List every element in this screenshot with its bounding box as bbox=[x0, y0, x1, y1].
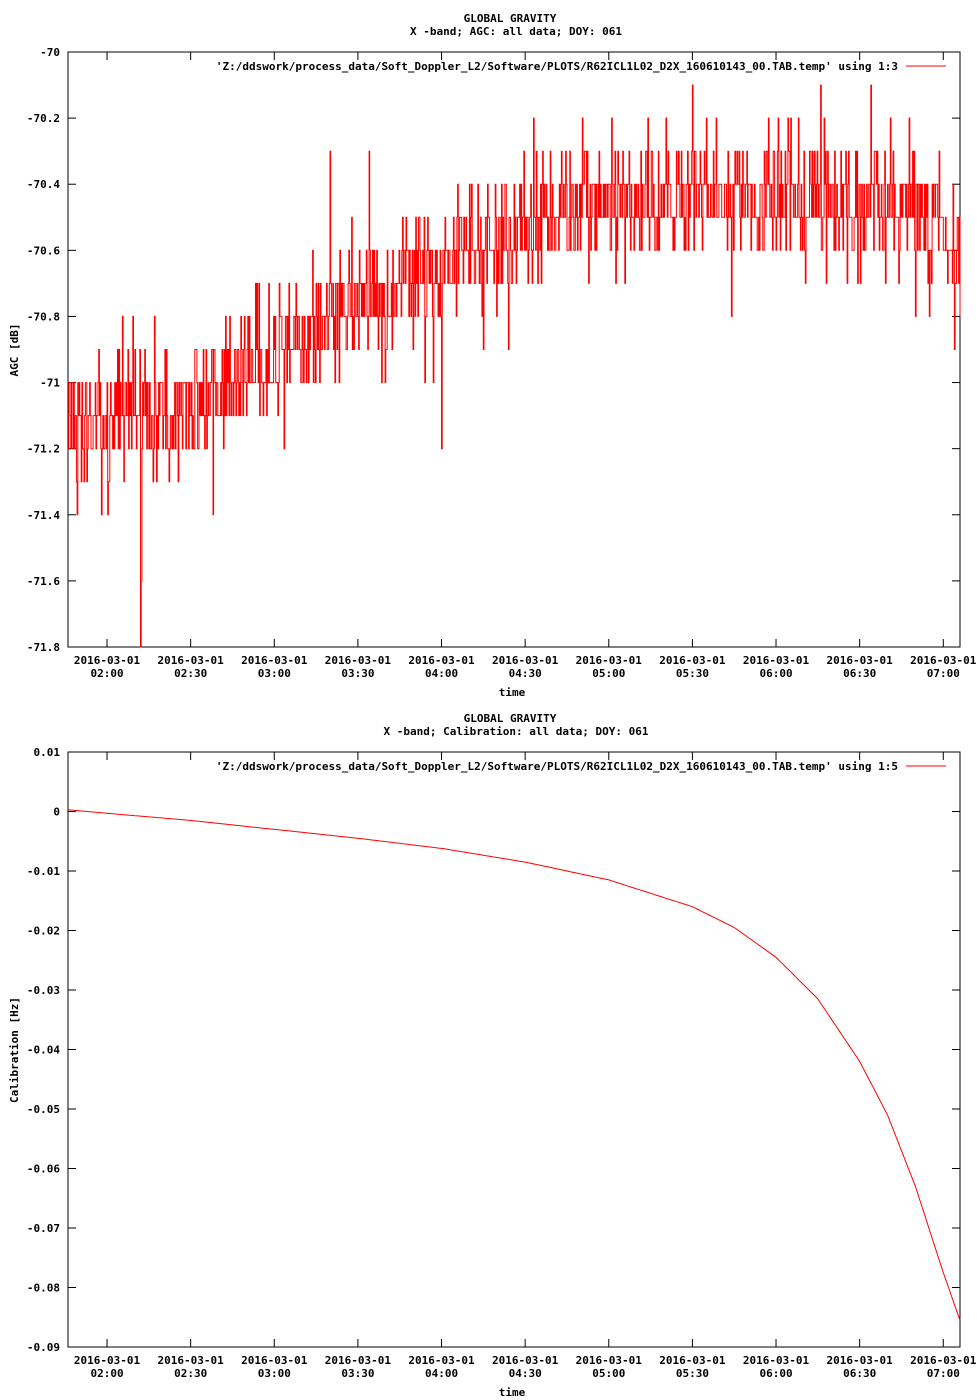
x-tick-time-label: 04:30 bbox=[509, 1367, 542, 1380]
x-tick-date-label: 2016-03-01 bbox=[827, 654, 894, 667]
x-tick-time-label: 06:30 bbox=[843, 1367, 876, 1380]
x-tick-date-label: 2016-03-01 bbox=[659, 1354, 726, 1367]
x-tick-time-label: 03:00 bbox=[258, 667, 291, 680]
agc-chart: GLOBAL GRAVITY X -band; AGC: all data; D… bbox=[8, 12, 977, 699]
calibration-chart: GLOBAL GRAVITY X -band; Calibration: all… bbox=[8, 712, 977, 1399]
x-tick-time-label: 04:00 bbox=[425, 667, 458, 680]
x-tick-date-label: 2016-03-01 bbox=[492, 1354, 559, 1367]
y-tick-label: -0.05 bbox=[27, 1103, 60, 1116]
x-tick-date-label: 2016-03-01 bbox=[576, 654, 643, 667]
y-tick-label: -70 bbox=[40, 46, 60, 59]
y-tick-label: -0.09 bbox=[27, 1341, 60, 1354]
x-tick-time-label: 05:00 bbox=[592, 667, 625, 680]
x-tick-time-label: 03:30 bbox=[341, 1367, 374, 1380]
x-tick-time-label: 03:00 bbox=[258, 1367, 291, 1380]
x-axis-ticks: 2016-03-0102:002016-03-0102:302016-03-01… bbox=[74, 752, 977, 1380]
x-tick-date-label: 2016-03-01 bbox=[74, 1354, 141, 1367]
legend-label: 'Z:/ddswork/process_data/Soft_Doppler_L2… bbox=[216, 60, 898, 73]
plot-frame bbox=[67, 51, 961, 648]
x-tick-time-label: 03:30 bbox=[341, 667, 374, 680]
x-tick-time-label: 02:30 bbox=[174, 1367, 207, 1380]
y-tick-label: -0.08 bbox=[27, 1282, 60, 1295]
x-tick-time-label: 07:00 bbox=[927, 667, 960, 680]
chart-subtitle: X -band; Calibration: all data; DOY: 061 bbox=[384, 725, 649, 738]
x-tick-date-label: 2016-03-01 bbox=[158, 654, 225, 667]
y-tick-label: -0.02 bbox=[27, 925, 60, 938]
x-tick-date-label: 2016-03-01 bbox=[158, 1354, 225, 1367]
y-tick-label: -0.01 bbox=[27, 865, 60, 878]
y-tick-label: -71 bbox=[40, 377, 60, 390]
y-axis-ticks: 0.01 0 -0.01 -0.02 -0.03 -0.04 -0.05 -0.06 -0.07… bbox=[27, 746, 960, 1354]
x-axis-label: time bbox=[499, 686, 526, 699]
y-tick-label: -0.03 bbox=[27, 984, 60, 997]
x-tick-time-label: 04:00 bbox=[425, 1367, 458, 1380]
y-tick-label: -71.8 bbox=[27, 641, 60, 654]
x-tick-date-label: 2016-03-01 bbox=[492, 654, 559, 667]
x-tick-date-label: 2016-03-01 bbox=[910, 1354, 977, 1367]
y-tick-label: -70.6 bbox=[27, 244, 60, 257]
y-axis-label: AGC [dB] bbox=[8, 324, 21, 377]
x-tick-time-label: 05:00 bbox=[592, 1367, 625, 1380]
x-tick-time-label: 04:30 bbox=[509, 667, 542, 680]
x-tick-date-label: 2016-03-01 bbox=[74, 654, 141, 667]
y-tick-label: -0.07 bbox=[27, 1222, 60, 1235]
x-tick-date-label: 2016-03-01 bbox=[743, 654, 810, 667]
x-tick-time-label: 05:30 bbox=[676, 1367, 709, 1380]
x-tick-time-label: 07:00 bbox=[927, 1367, 960, 1380]
x-tick-time-label: 06:30 bbox=[843, 667, 876, 680]
chart-title: GLOBAL GRAVITY bbox=[464, 12, 557, 25]
calibration-series-line bbox=[67, 809, 961, 1321]
x-tick-time-label: 05:30 bbox=[676, 667, 709, 680]
x-tick-date-label: 2016-03-01 bbox=[827, 1354, 894, 1367]
x-tick-date-label: 2016-03-01 bbox=[743, 1354, 810, 1367]
y-tick-label: -70.8 bbox=[27, 310, 60, 323]
x-tick-time-label: 06:00 bbox=[759, 1367, 792, 1380]
y-tick-label: -71.4 bbox=[27, 509, 60, 522]
agc-series-line bbox=[68, 84, 961, 648]
x-axis-label: time bbox=[499, 1386, 526, 1399]
plot-frame bbox=[67, 751, 961, 1348]
x-tick-time-label: 02:00 bbox=[90, 1367, 123, 1380]
y-tick-label: 0 bbox=[53, 806, 60, 819]
x-tick-date-label: 2016-03-01 bbox=[659, 654, 726, 667]
y-tick-label: -70.4 bbox=[27, 178, 60, 191]
y-tick-label: 0.01 bbox=[34, 746, 61, 759]
chart-title: GLOBAL GRAVITY bbox=[464, 712, 557, 725]
y-tick-label: -0.04 bbox=[27, 1044, 60, 1057]
x-tick-date-label: 2016-03-01 bbox=[325, 654, 392, 667]
x-tick-time-label: 02:30 bbox=[174, 667, 207, 680]
x-tick-date-label: 2016-03-01 bbox=[408, 1354, 475, 1367]
x-tick-date-label: 2016-03-01 bbox=[325, 1354, 392, 1367]
legend-label: 'Z:/ddswork/process_data/Soft_Doppler_L2… bbox=[216, 760, 898, 773]
x-tick-time-label: 02:00 bbox=[90, 667, 123, 680]
x-tick-date-label: 2016-03-01 bbox=[408, 654, 475, 667]
x-axis-ticks: 2016-03-0102:002016-03-0102:302016-03-01… bbox=[74, 52, 977, 680]
y-tick-label: -70.2 bbox=[27, 112, 60, 125]
y-axis-label: Calibration [Hz] bbox=[8, 997, 21, 1103]
x-tick-date-label: 2016-03-01 bbox=[241, 654, 308, 667]
x-tick-date-label: 2016-03-01 bbox=[576, 1354, 643, 1367]
y-tick-label: -71.2 bbox=[27, 443, 60, 456]
y-tick-label: -0.06 bbox=[27, 1163, 60, 1176]
x-tick-date-label: 2016-03-01 bbox=[241, 1354, 308, 1367]
chart-subtitle: X -band; AGC: all data; DOY: 061 bbox=[410, 25, 622, 38]
x-tick-date-label: 2016-03-01 bbox=[910, 654, 977, 667]
y-tick-label: -71.6 bbox=[27, 575, 60, 588]
x-tick-time-label: 06:00 bbox=[759, 667, 792, 680]
